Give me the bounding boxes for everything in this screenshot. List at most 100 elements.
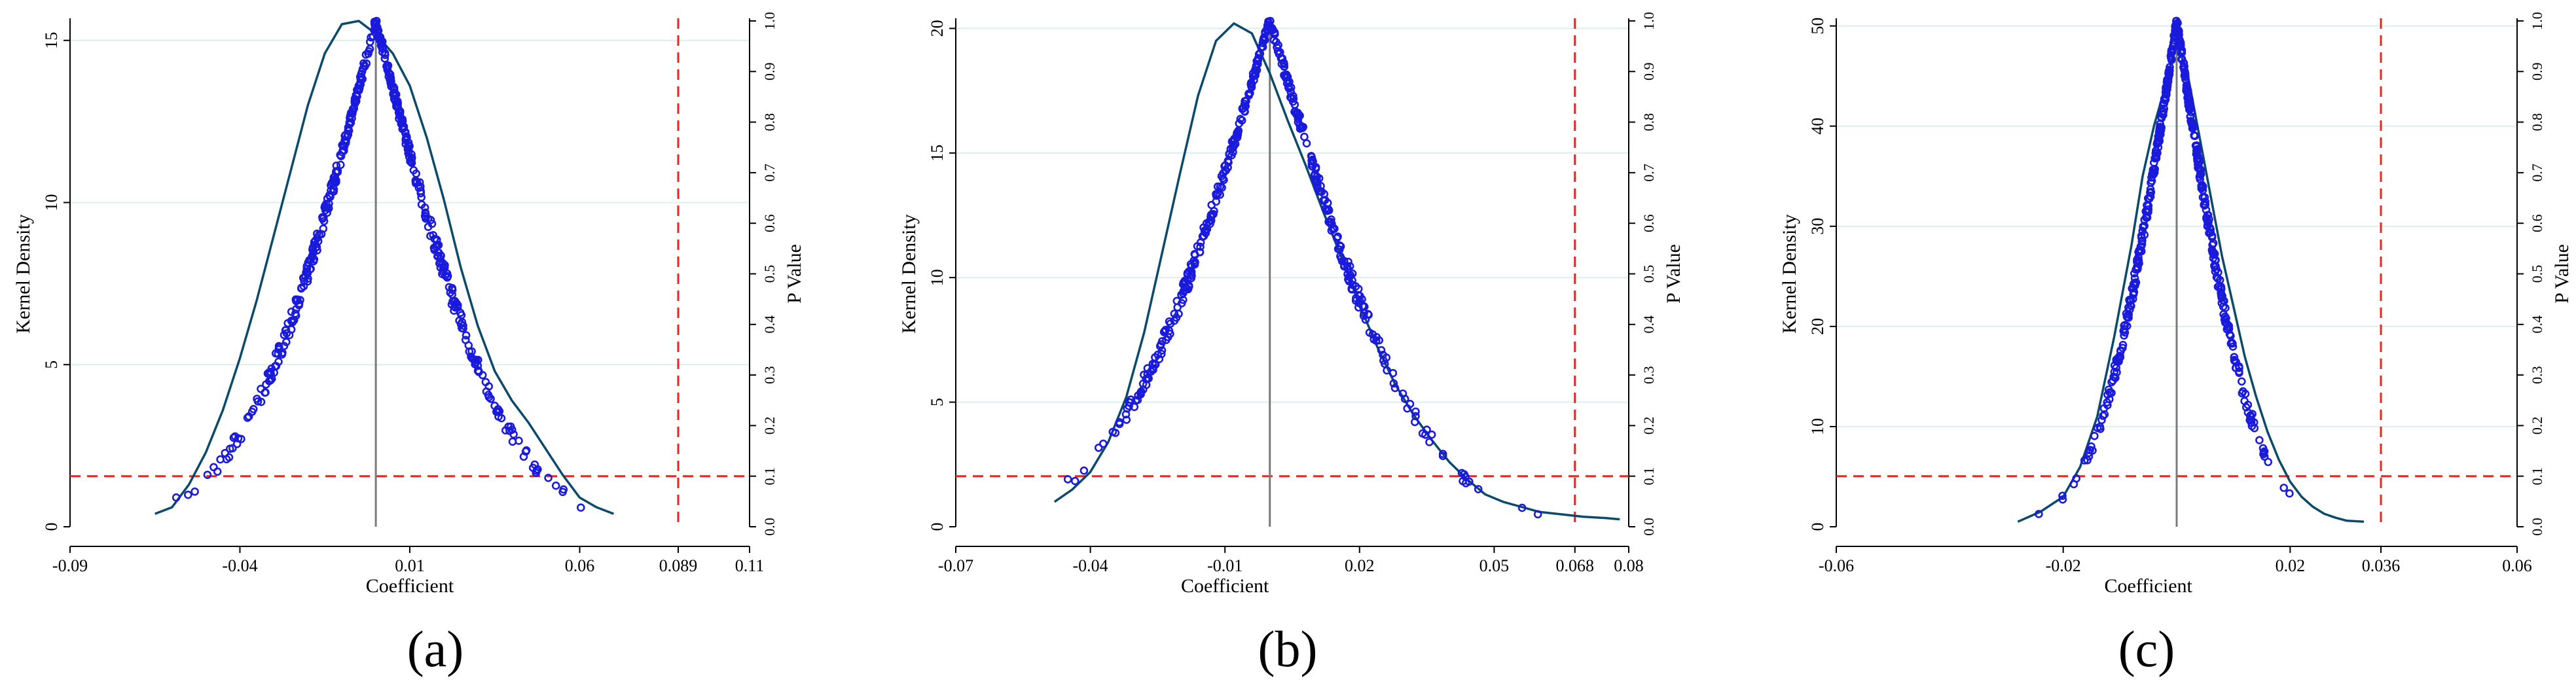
- p-value-point: [1389, 379, 1398, 388]
- p-value-point: [1207, 200, 1216, 209]
- p-value-point: [2154, 133, 2163, 142]
- p-value-point: [1425, 438, 1434, 446]
- p-value-point: [383, 63, 392, 73]
- p-value-point: [2179, 58, 2188, 67]
- x-tick-label: 0.01: [395, 556, 425, 575]
- p-value-point: [2093, 423, 2102, 433]
- p-value-point: [1316, 186, 1324, 196]
- p-value-point: [407, 153, 416, 162]
- p-value-point: [2207, 233, 2217, 242]
- p-value-point: [350, 94, 359, 103]
- p-value-point: [281, 338, 291, 347]
- p-value-point: [2235, 363, 2243, 372]
- y-axis-title: Kernel Density: [898, 214, 920, 333]
- p-value-point: [2208, 248, 2217, 257]
- p-value-point: [2194, 164, 2202, 172]
- p-value-point: [1280, 62, 1289, 71]
- p-value-point: [1257, 43, 1265, 52]
- p-value-point: [340, 142, 349, 151]
- p-value-point: [1133, 395, 1142, 404]
- p-value-point: [1134, 391, 1142, 400]
- x-tick-label: 0.08: [1614, 556, 1644, 575]
- p-value-point: [482, 387, 491, 396]
- p-value-point: [1352, 294, 1360, 302]
- p-value-point: [183, 490, 192, 499]
- p-value-point: [451, 303, 460, 312]
- x-tick-label: -0.07: [938, 556, 973, 575]
- y-tick-label: 10: [42, 194, 61, 211]
- p-value-point: [232, 440, 242, 448]
- y2-tick-label: 0.2: [2529, 417, 2545, 435]
- x-axis-title: Coefficient: [366, 575, 454, 597]
- p-value-point: [2224, 325, 2234, 333]
- y2-tick-label: 0.0: [761, 518, 778, 536]
- p-value-point: [490, 401, 499, 410]
- y2-tick-label: 0.9: [1641, 63, 1657, 81]
- panel-label: (a): [407, 620, 464, 677]
- p-value-point: [439, 259, 448, 268]
- p-value-point: [301, 272, 310, 281]
- p-value-point: [421, 208, 430, 217]
- p-value-point: [1239, 103, 1248, 113]
- p-value-point: [1125, 402, 1133, 410]
- y-tick-label: 15: [928, 145, 947, 162]
- p-value-point: [2215, 281, 2224, 290]
- p-value-point: [1122, 416, 1131, 424]
- p-value-point: [348, 105, 357, 113]
- y2-axis-title: P Value: [1663, 244, 1684, 304]
- p-value-point: [2138, 236, 2147, 245]
- p-value-point: [494, 408, 502, 416]
- p-value-point: [2147, 173, 2156, 182]
- p-value-point: [2144, 202, 2153, 210]
- p-value-point: [1316, 181, 1325, 190]
- y2-tick-label: 1.0: [2529, 12, 2545, 30]
- p-value-point: [401, 128, 410, 137]
- p-value-point: [2152, 139, 2162, 147]
- p-value-point: [2124, 310, 2133, 319]
- p-value-point: [439, 268, 448, 277]
- p-value-point: [1161, 336, 1170, 344]
- p-value-point: [1266, 16, 1275, 26]
- p-value-point: [1320, 196, 1330, 204]
- p-value-point: [1327, 226, 1336, 235]
- y2-tick-label: 0.6: [2529, 214, 2545, 232]
- p-value-point: [2172, 16, 2181, 26]
- y2-tick-label: 1.0: [1641, 12, 1657, 30]
- y2-tick-label: 0.8: [1641, 113, 1657, 132]
- panel-a: 0 5 10 15 0.0 0.1 0.2 0.3 0.4 0.5 0.6 0.7 0.8 0.9 1.0 -…: [0, 0, 858, 691]
- p-value-point: [1212, 190, 1220, 198]
- p-value-point: [1217, 171, 1226, 181]
- y2-tick-label: 0.8: [2529, 113, 2545, 132]
- p-value-point: [2183, 86, 2192, 95]
- p-value-point: [2164, 77, 2173, 86]
- p-value-point: [1388, 368, 1398, 378]
- x-tick-label: -0.02: [2046, 556, 2081, 575]
- p-value-point: [2161, 96, 2169, 105]
- p-value-point: [1533, 510, 1542, 519]
- p-value-point: [2159, 111, 2168, 119]
- p-value-point: [1207, 211, 1216, 221]
- p-value-point: [1300, 132, 1309, 141]
- p-value-point: [340, 132, 350, 140]
- p-value-point: [327, 179, 336, 188]
- p-value-point: [1360, 309, 1368, 317]
- p-value-point: [2210, 261, 2219, 270]
- p-value-point: [1264, 26, 1273, 35]
- p-value-points: [172, 16, 585, 512]
- p-value-point: [551, 481, 560, 490]
- p-value-point: [1247, 83, 1256, 92]
- p-value-point: [532, 469, 541, 477]
- p-value-point: [2109, 376, 2117, 385]
- p-value-point: [229, 433, 238, 442]
- p-value-point: [306, 265, 315, 274]
- p-value-point: [1236, 115, 1245, 124]
- p-value-point: [203, 470, 212, 480]
- p-value-point: [2080, 456, 2089, 465]
- x-tick-label: 0.036: [2362, 556, 2401, 575]
- p-value-point: [2134, 256, 2143, 265]
- p-value-point: [1172, 296, 1182, 306]
- p-value-point: [358, 65, 367, 73]
- p-value-point: [1258, 39, 1267, 48]
- p-value-points: [2035, 16, 2294, 518]
